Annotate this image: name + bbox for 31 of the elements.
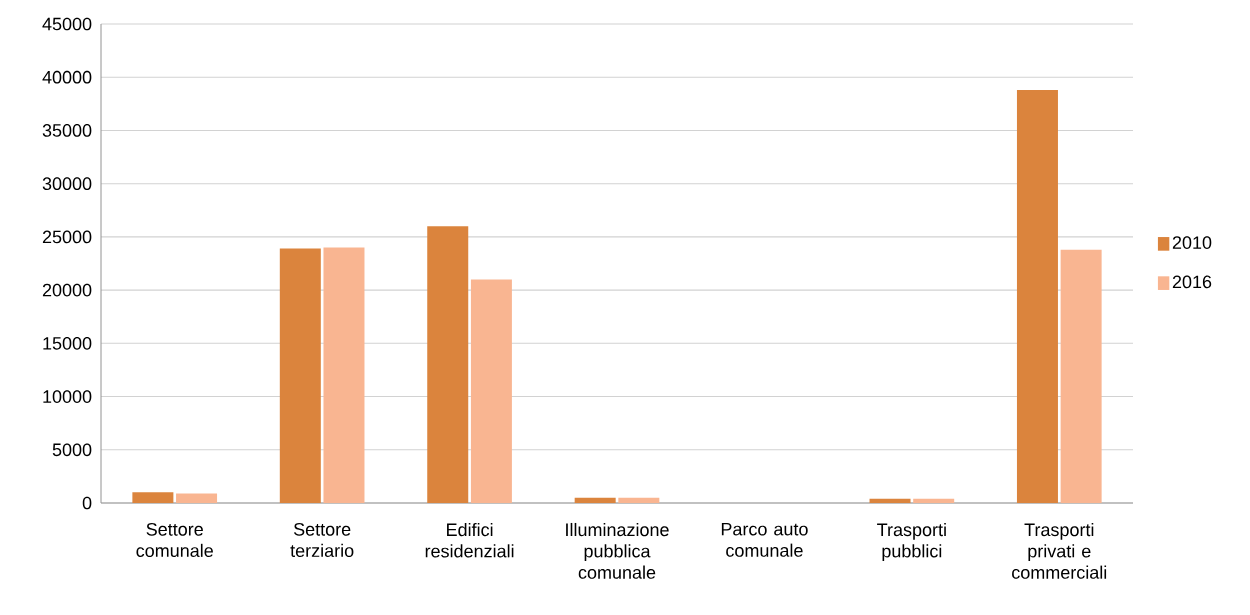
bar: [1016, 90, 1058, 503]
bar: [1060, 249, 1102, 503]
legend-label: 2016: [1172, 275, 1212, 289]
y-tick-label: 20000: [42, 283, 92, 297]
x-tick-label: Settore comunale: [136, 522, 213, 558]
y-tick-label: 45000: [42, 17, 92, 31]
bar: [323, 247, 365, 503]
bar: [279, 248, 321, 503]
y-tick-label: 15000: [43, 336, 92, 350]
x-tick-label: Trasporti pubblici: [877, 522, 946, 562]
x-tick-label: Illuminazione pubblica comunale: [566, 522, 669, 579]
bar: [618, 497, 660, 503]
bar: [913, 498, 955, 503]
y-tick-label: 10000: [43, 390, 92, 403]
y-tick-label: 5000: [52, 443, 92, 457]
bar: [869, 498, 911, 503]
y-tick-label: 35000: [42, 124, 92, 137]
bar: [132, 492, 174, 503]
y-tick-label: 40000: [42, 70, 92, 84]
x-tick-label: Edifici residenziali: [425, 522, 514, 558]
bar: [427, 226, 469, 503]
x-tick-label: Settore terziario: [290, 522, 354, 558]
y-tick-label: 0: [82, 496, 92, 510]
x-tick-label: Trasporti privati e commerciali: [1012, 522, 1107, 579]
bar: [470, 279, 512, 503]
bar: [574, 497, 616, 503]
y-tick-label: 25000: [42, 230, 92, 244]
x-tick-label: Parco auto comunale: [721, 522, 808, 557]
bar: [176, 493, 218, 503]
y-tick-label: 30000: [42, 177, 92, 191]
legend-label: 2010: [1172, 236, 1212, 249]
